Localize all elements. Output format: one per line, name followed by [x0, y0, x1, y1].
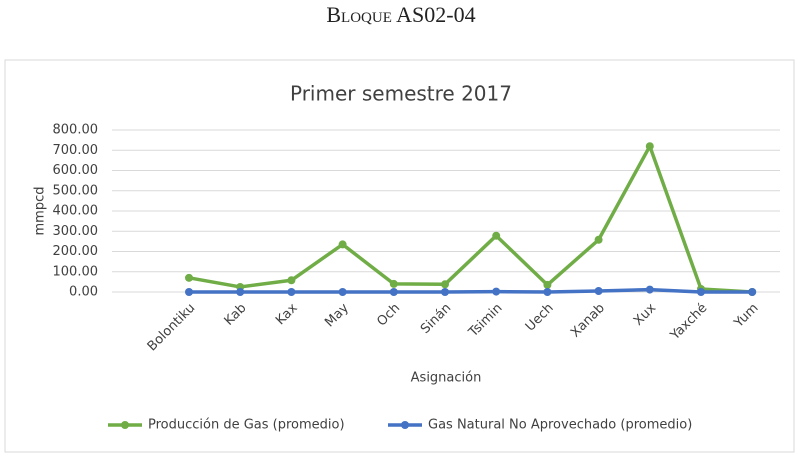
legend-label: Gas Natural No Aprovechado (promedio) [428, 418, 692, 433]
data-point [287, 288, 296, 296]
data-point [645, 142, 654, 151]
data-point [645, 285, 654, 294]
y-tick-label: 500.00 [53, 183, 99, 198]
data-point [287, 276, 296, 285]
data-point [185, 273, 193, 282]
y-axis-label: mmpcd [33, 187, 48, 236]
y-tick-label: 100.00 [53, 264, 99, 279]
y-tick-label: 600.00 [53, 163, 99, 178]
data-point [594, 235, 603, 244]
y-tick-label: 700.00 [53, 143, 99, 158]
legend-label: Producción de Gas (promedio) [148, 418, 345, 433]
data-point [185, 288, 193, 296]
y-tick-label: 300.00 [53, 224, 99, 239]
data-point [236, 288, 245, 296]
y-tick-label: 800.00 [53, 123, 99, 138]
y-tick-label: 200.00 [53, 244, 99, 259]
y-tick-label: 400.00 [53, 204, 99, 219]
page-heading: Bloque AS02-04 [326, 2, 475, 27]
legend-marker [401, 421, 409, 429]
chart-title: Primer semestre 2017 [290, 82, 512, 106]
data-point [697, 288, 705, 296]
data-point [543, 280, 552, 289]
y-tick-label: 0.00 [69, 285, 98, 300]
data-point [441, 280, 449, 289]
data-point [338, 288, 347, 296]
data-point [543, 288, 552, 296]
series-line [189, 287, 753, 294]
data-point [748, 288, 757, 296]
series-line [188, 144, 753, 294]
data-point [492, 231, 501, 240]
data-point [441, 288, 449, 296]
chart-frame [4, 59, 795, 453]
legend-marker [121, 421, 129, 429]
data-point [338, 240, 347, 249]
data-point [492, 287, 501, 296]
x-axis-label: Asignación [411, 371, 482, 386]
data-point [594, 286, 603, 295]
data-point [389, 279, 398, 288]
data-point [389, 288, 398, 296]
